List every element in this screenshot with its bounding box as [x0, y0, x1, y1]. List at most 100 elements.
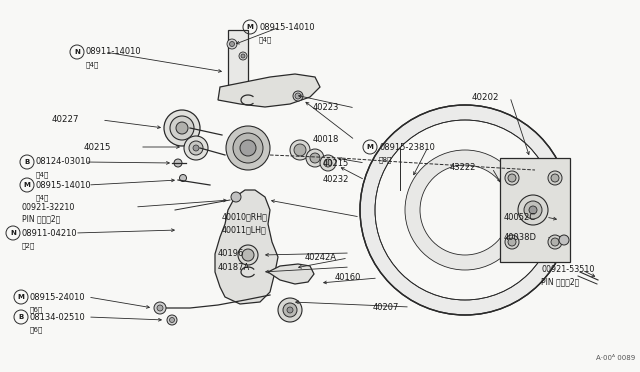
Text: M: M: [246, 24, 253, 30]
Circle shape: [548, 171, 562, 185]
Text: 40227: 40227: [52, 115, 79, 125]
Text: 40196: 40196: [218, 248, 244, 257]
Text: 40011〈LH〉: 40011〈LH〉: [222, 225, 267, 234]
Circle shape: [283, 303, 297, 317]
Circle shape: [239, 52, 247, 60]
Circle shape: [518, 195, 548, 225]
Circle shape: [551, 174, 559, 182]
Text: 08134-02510: 08134-02510: [30, 312, 86, 321]
Circle shape: [294, 144, 306, 156]
Text: 00921-53510: 00921-53510: [541, 266, 595, 275]
Text: 08124-03010: 08124-03010: [36, 157, 92, 167]
Circle shape: [193, 145, 199, 151]
Polygon shape: [215, 190, 278, 304]
Text: 40187A: 40187A: [218, 263, 250, 272]
Circle shape: [233, 133, 263, 163]
Text: 〈4〉: 〈4〉: [36, 195, 49, 201]
Circle shape: [295, 93, 301, 99]
Text: 40018: 40018: [313, 135, 339, 144]
Circle shape: [548, 235, 562, 249]
Circle shape: [174, 159, 182, 167]
Text: 00921-32210: 00921-32210: [22, 202, 76, 212]
Circle shape: [170, 116, 194, 140]
Circle shape: [278, 298, 302, 322]
Text: 〈4〉: 〈4〉: [86, 62, 99, 68]
Text: 40010〈RH〉: 40010〈RH〉: [222, 212, 268, 221]
Text: 〈4〉: 〈4〉: [259, 37, 273, 43]
Text: 〈8〉: 〈8〉: [379, 157, 392, 163]
Circle shape: [290, 140, 310, 160]
Circle shape: [508, 238, 516, 246]
Circle shape: [242, 249, 254, 261]
Circle shape: [559, 235, 569, 245]
Text: 〈6〉: 〈6〉: [30, 307, 44, 313]
Circle shape: [167, 315, 177, 325]
Text: 43222: 43222: [450, 164, 476, 173]
Circle shape: [241, 54, 245, 58]
Circle shape: [306, 149, 324, 167]
Circle shape: [231, 192, 241, 202]
Text: M: M: [24, 182, 31, 188]
Circle shape: [154, 302, 166, 314]
Text: 08915-24010: 08915-24010: [30, 292, 86, 301]
Text: 40207: 40207: [373, 302, 399, 311]
Text: 40242A: 40242A: [305, 253, 337, 263]
Circle shape: [293, 91, 303, 101]
Text: PIN ピン〈2〉: PIN ピン〈2〉: [541, 278, 579, 286]
Text: B: B: [24, 159, 29, 165]
Text: 40038D: 40038D: [504, 232, 537, 241]
Circle shape: [164, 110, 200, 146]
Text: 08915-14010: 08915-14010: [36, 180, 92, 189]
Polygon shape: [218, 74, 320, 107]
Text: N: N: [74, 49, 80, 55]
Bar: [500, 158, 570, 262]
Text: PIN ピン〈2〉: PIN ピン〈2〉: [22, 215, 60, 224]
Bar: [228, 30, 248, 85]
Text: 08911-14010: 08911-14010: [86, 48, 141, 57]
Text: 〈2〉: 〈2〉: [22, 243, 35, 249]
Text: M: M: [367, 144, 373, 150]
Circle shape: [240, 140, 256, 156]
Circle shape: [320, 155, 336, 171]
Circle shape: [238, 245, 258, 265]
Text: 08915-14010: 08915-14010: [259, 22, 315, 32]
Text: 40232: 40232: [323, 176, 349, 185]
Circle shape: [405, 150, 525, 270]
Text: N: N: [10, 230, 16, 236]
Text: 08915-23810: 08915-23810: [379, 142, 435, 151]
Circle shape: [375, 120, 555, 300]
Text: 40215: 40215: [323, 158, 349, 167]
Text: 40160: 40160: [335, 273, 362, 282]
Text: 40223: 40223: [313, 103, 339, 112]
Circle shape: [226, 126, 270, 170]
Circle shape: [324, 159, 332, 167]
Circle shape: [184, 136, 208, 160]
Text: A·00ᴬ 0089: A·00ᴬ 0089: [596, 355, 636, 361]
Text: 40215: 40215: [84, 142, 111, 151]
Circle shape: [179, 174, 186, 182]
Circle shape: [176, 122, 188, 134]
Circle shape: [230, 42, 234, 46]
Circle shape: [287, 307, 293, 313]
Circle shape: [551, 238, 559, 246]
Circle shape: [360, 105, 570, 315]
Circle shape: [508, 174, 516, 182]
Circle shape: [524, 201, 542, 219]
Circle shape: [529, 206, 537, 214]
Text: B: B: [19, 314, 24, 320]
Circle shape: [157, 305, 163, 311]
Circle shape: [310, 153, 320, 163]
Text: 40202: 40202: [472, 93, 499, 102]
Text: M: M: [17, 294, 24, 300]
Text: 〈6〉: 〈6〉: [30, 327, 44, 333]
Text: 〈4〉: 〈4〉: [36, 172, 49, 178]
Circle shape: [505, 235, 519, 249]
Text: 40052C: 40052C: [504, 212, 536, 221]
Text: 08911-04210: 08911-04210: [22, 228, 77, 237]
Circle shape: [170, 317, 175, 323]
Circle shape: [505, 171, 519, 185]
Circle shape: [189, 141, 203, 155]
Circle shape: [420, 165, 510, 255]
Circle shape: [227, 39, 237, 49]
Polygon shape: [268, 264, 314, 284]
